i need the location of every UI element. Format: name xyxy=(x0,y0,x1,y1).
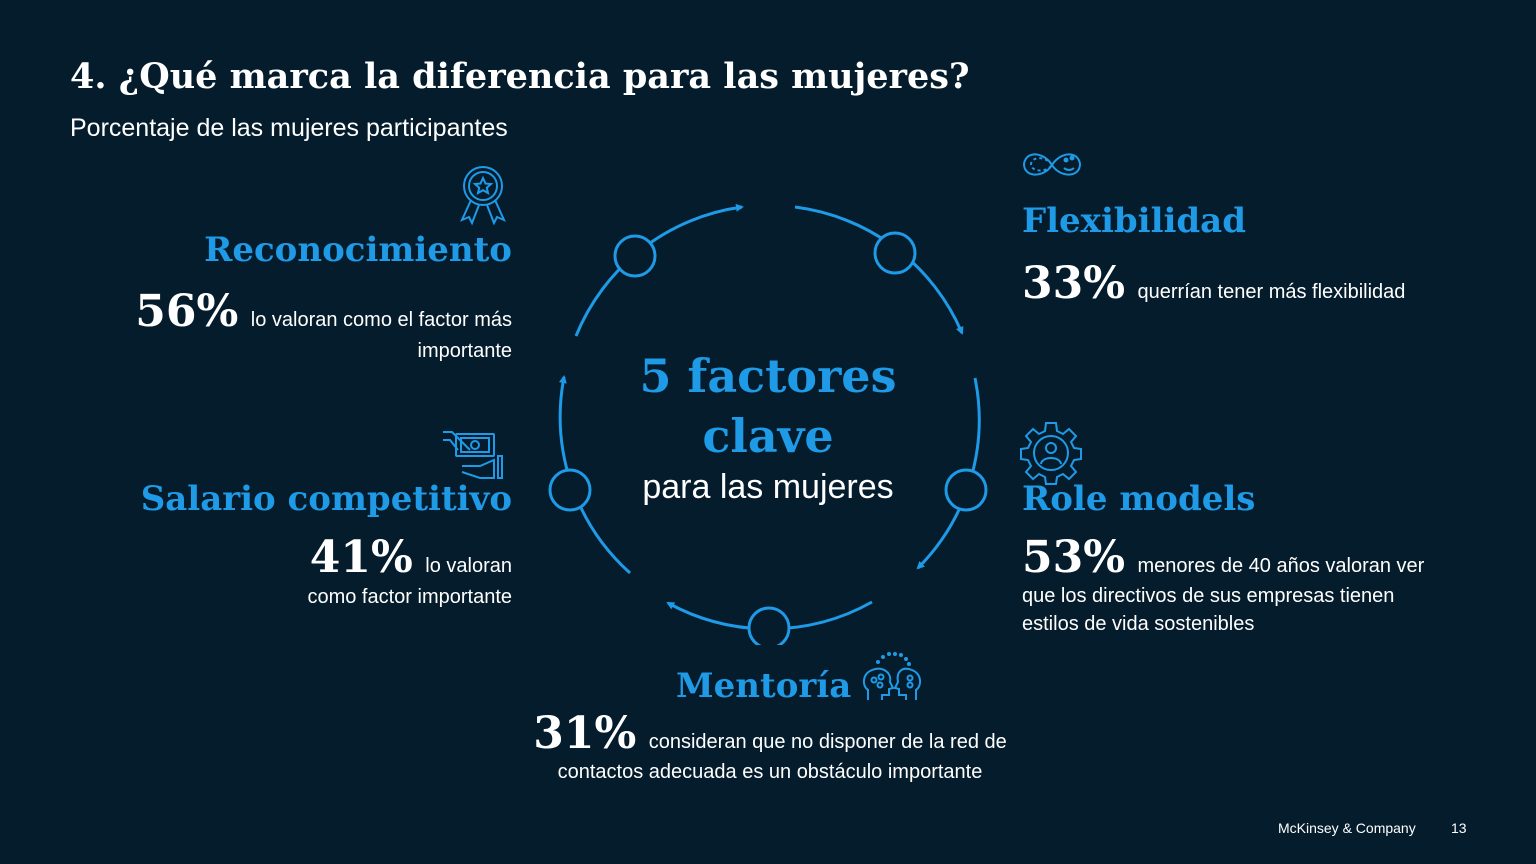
mentoring-heads-icon xyxy=(862,652,922,700)
page-number: 13 xyxy=(1451,820,1467,836)
heading-salario: Salario competitivo xyxy=(140,479,512,519)
cycle-arc-top-left xyxy=(574,203,744,337)
percent-salario: 41% xyxy=(309,532,413,583)
percent-flexibilidad: 33% xyxy=(1022,258,1126,309)
text-mentoria-2: contactos adecuada es un obstáculo impor… xyxy=(557,761,983,783)
infinity-icon xyxy=(1022,153,1082,176)
heading-reconocimiento: Reconocimiento xyxy=(204,230,512,270)
center-line-2: clave xyxy=(702,409,834,463)
text-salario-1: lo valoran xyxy=(425,555,512,577)
heading-flexibilidad: Flexibilidad xyxy=(1022,201,1246,241)
award-ribbon-icon xyxy=(460,166,506,226)
center-line-3: para las mujeres xyxy=(642,468,894,506)
text-role-models-2: que los directivos de sus empresas tiene… xyxy=(1022,585,1395,607)
center-line-1: 5 factores xyxy=(639,349,897,403)
block-mentoria: 31% consideran que no disponer de la red… xyxy=(460,712,1080,786)
text-reconocimiento-1: lo valoran como el factor más xyxy=(250,309,512,331)
block-salario: 41% lo valoran como factor importante xyxy=(100,536,512,613)
text-mentoria-1: consideran que no disponer de la red de xyxy=(648,731,1007,753)
text-reconocimiento-2: importante xyxy=(417,340,513,362)
page-subtitle: Porcentaje de las mujeres participantes xyxy=(70,114,508,142)
heading-mentoria: Mentoría xyxy=(676,666,852,706)
page-title: 4. ¿Qué marca la diferencia para las muj… xyxy=(70,56,970,97)
cycle-node-salario xyxy=(548,468,592,512)
money-hand-icon xyxy=(443,431,503,479)
block-flexibilidad: 33% querrían tener más flexibilidad xyxy=(1022,262,1522,308)
cycle-arc-top-right xyxy=(794,205,964,335)
text-flexibilidad-1: querrían tener más flexibilidad xyxy=(1137,281,1406,303)
cycle-node-mentoria xyxy=(747,606,791,645)
cycle-node-flexibilidad xyxy=(873,231,917,275)
cycle-node-reconocimiento xyxy=(613,234,657,278)
cycle-node-role-models xyxy=(944,468,988,512)
text-role-models-1: menores de 40 años valoran ver xyxy=(1137,555,1425,577)
block-reconocimiento: 56% lo valoran como el factor más import… xyxy=(60,290,512,367)
percent-role-models: 53% xyxy=(1022,532,1126,583)
text-role-models-3: estilos de vida sostenibles xyxy=(1022,613,1255,635)
footer-brand: McKinsey & Company xyxy=(1278,820,1416,836)
percent-mentoria: 31% xyxy=(533,708,637,759)
percent-reconocimiento: 56% xyxy=(135,286,239,337)
text-salario-2: como factor importante xyxy=(307,586,512,608)
cycle-diagram xyxy=(548,203,988,645)
heading-role-models: Role models xyxy=(1022,479,1256,519)
gear-person-icon xyxy=(1020,422,1082,485)
block-role-models: 53% menores de 40 años valoran ver que l… xyxy=(1022,536,1502,638)
center-label: 5 factores clave para las mujeres xyxy=(568,346,968,507)
